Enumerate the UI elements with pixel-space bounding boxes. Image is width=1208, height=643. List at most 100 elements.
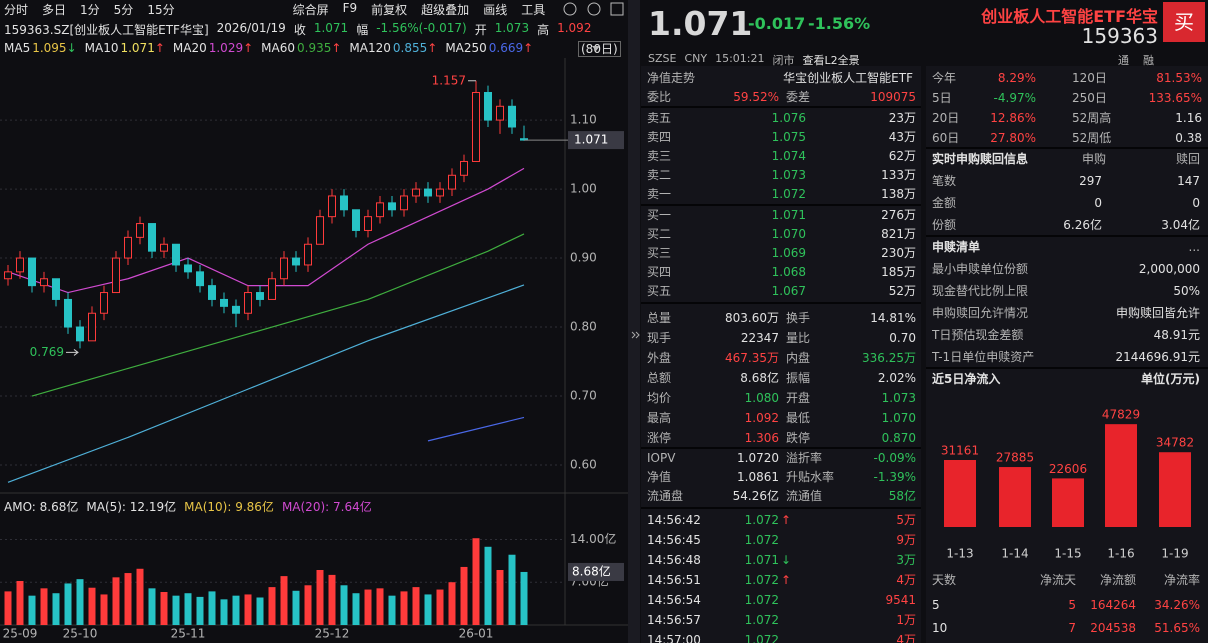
candle-body [316, 216, 324, 245]
ma-value: 1.095 [32, 41, 67, 55]
l2-link[interactable]: 查看L2全景 [802, 54, 860, 67]
toolbar-button[interactable]: 画线 [483, 3, 508, 17]
help-icon[interactable] [587, 2, 601, 16]
volume-legend-item: MA(20): 7.64亿 [281, 500, 372, 514]
bid-level: 买四 [647, 265, 672, 279]
toolbar-button[interactable]: 综合屏 [292, 3, 329, 17]
ask-level: 138万 [881, 187, 916, 201]
toolbar-tab[interactable]: 5分 [113, 3, 134, 17]
performance: 今年 [932, 71, 957, 85]
trade-stat: 0.70 [889, 331, 916, 345]
candle-body [388, 202, 396, 211]
performance: 52周低 [1072, 131, 1112, 145]
candle-body [352, 209, 360, 231]
ask-level: 1.074 [771, 149, 806, 163]
candle-body [88, 312, 96, 342]
trade-stat: 2.02% [877, 371, 916, 385]
candle-body [232, 305, 240, 314]
x-tick-label: 1-15 [1054, 547, 1081, 561]
bar [1159, 452, 1191, 527]
order-ratio: 109075 [870, 90, 916, 104]
tick-trade: 4万 [896, 573, 916, 587]
volume-bar [448, 582, 456, 625]
tick-trade: 1.072 [744, 633, 779, 643]
last-price-label: 1.071 [574, 133, 608, 147]
bar [944, 460, 976, 527]
toolbar-tab[interactable]: 1分 [80, 3, 100, 17]
order-ratio: 委比 [647, 90, 672, 104]
bid-level: 买三 [647, 246, 672, 260]
candle-body [484, 91, 492, 121]
collapse-bar[interactable] [628, 0, 640, 643]
trade-stat: 8.68亿 [740, 371, 779, 385]
order-book-panel [641, 66, 921, 643]
fund-stat: 流通盘 [647, 489, 684, 503]
nav-row: 华宝创业板人工智能ETF [783, 71, 913, 85]
bid-level: 1.071 [771, 208, 806, 222]
candle-body [400, 195, 408, 211]
volume-bar [520, 571, 528, 625]
quote-value: 1.092 [557, 21, 592, 35]
toolbar-tab[interactable]: 多日 [42, 3, 67, 17]
fund-stat: 溢折率 [786, 451, 823, 465]
market-info-item: 闭市 [772, 54, 795, 67]
volume-legend-item: AMO: 8.68亿 [4, 500, 79, 514]
performance: 133.65% [1148, 91, 1202, 105]
toolbar-button[interactable]: 超级叠加 [421, 3, 470, 17]
ask-level: 卖四 [647, 130, 672, 144]
expand-icon[interactable] [631, 331, 640, 339]
performance: 1.16 [1175, 111, 1202, 125]
fund-stat: -1.39% [873, 470, 916, 484]
period-selector[interactable]: (80日) [578, 41, 621, 57]
ask-level: 卖二 [647, 168, 672, 182]
layout-icon[interactable] [610, 2, 624, 16]
volume-bar [316, 570, 324, 625]
tick-trade: ↓ [781, 553, 792, 567]
dropdown-icon[interactable] [592, 46, 600, 51]
separator [641, 302, 921, 304]
ask-level: 卖三 [647, 149, 672, 163]
ma-name: MA60 [261, 41, 295, 55]
toolbar-tab[interactable]: 分时 [4, 3, 29, 17]
volume-bar [40, 588, 48, 625]
x-tick-label: 1-16 [1107, 547, 1134, 561]
creation-row: 0 [1192, 196, 1200, 210]
basket-row: 最小申赎单位份额 [932, 262, 1029, 276]
security-name: 159363.SZ[创业板人工智能ETF华宝] [4, 23, 209, 37]
settings-icon[interactable] [563, 2, 577, 16]
candle-body [436, 188, 444, 197]
quote-value: 1.071 [313, 21, 349, 35]
tick-trade: 14:56:42 [647, 513, 701, 527]
buy-button[interactable]: 买 [1163, 2, 1205, 42]
toolbar: 分时 多日 1分 5分 15分 综合屏 F9 前复权 超级叠加 画线 工具 [4, 1, 628, 18]
trade-stat: 外盘 [647, 351, 672, 365]
toolbar-tab[interactable]: 15分 [147, 3, 175, 17]
bar [1105, 424, 1137, 527]
toolbar-button[interactable]: 工具 [521, 3, 546, 17]
tick-trade: 14:56:54 [647, 593, 701, 607]
volume-bar [172, 595, 180, 625]
candle-body [208, 285, 216, 300]
tick-trade: 14:56:57 [647, 613, 701, 627]
basket-row: 现金替代比例上限 [932, 284, 1029, 298]
flow-table-header: 净流天 [1039, 573, 1076, 587]
toolbar-button[interactable]: 前复权 [371, 3, 408, 17]
quote-value: 1.073 [494, 21, 530, 35]
creation-row: 份额 [932, 218, 957, 232]
fund-stat: 1.0720 [737, 451, 779, 465]
candle-body [160, 243, 168, 252]
ma-line [31, 233, 525, 397]
tick-trade: 9万 [896, 533, 916, 547]
fund-stat: -0.09% [873, 451, 916, 465]
candle-body [196, 271, 204, 287]
toolbar-button[interactable]: F9 [342, 1, 358, 15]
candle-body [4, 271, 12, 280]
ma-arrow: ↑ [523, 41, 534, 55]
volume-bar [88, 587, 96, 625]
flow-table-header: 天数 [932, 573, 957, 587]
separator [926, 147, 1208, 149]
candle-body [376, 202, 384, 218]
ask-level: 1.073 [771, 168, 806, 182]
bid-level: 1.067 [771, 284, 806, 298]
